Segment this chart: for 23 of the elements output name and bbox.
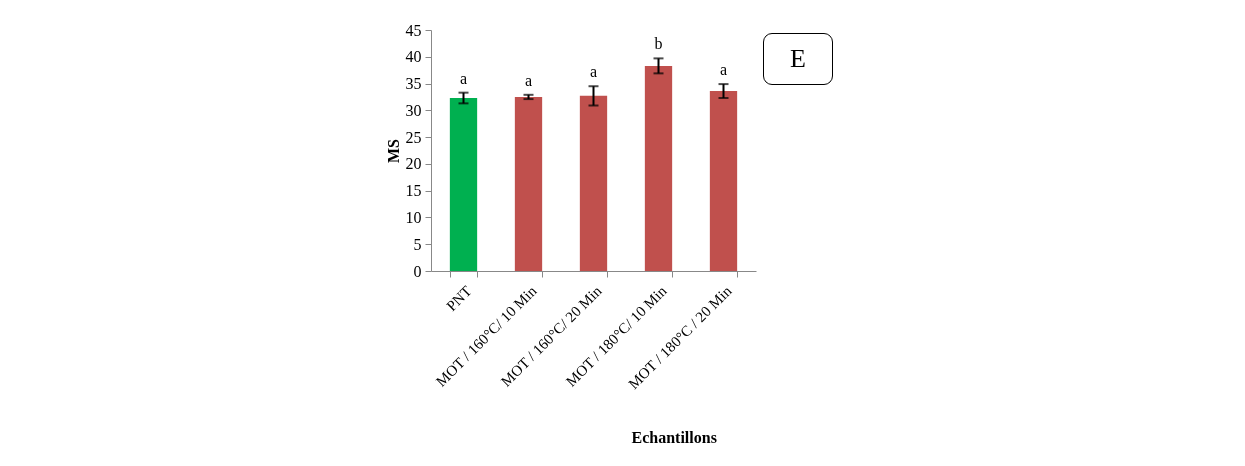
y-tick-label: 35 xyxy=(405,75,422,93)
bar xyxy=(709,91,738,271)
y-tick-label: 40 xyxy=(405,48,422,66)
annotation: a xyxy=(459,69,468,87)
y-tick-label: 30 xyxy=(405,101,422,119)
bar xyxy=(644,65,673,271)
y-axis-title: MS xyxy=(384,138,402,163)
annotation: a xyxy=(719,61,728,79)
annotation: b xyxy=(654,35,663,53)
y-tick-label: 10 xyxy=(405,208,422,226)
annotation: a xyxy=(589,63,598,81)
y-tick-label: 25 xyxy=(405,128,422,146)
y-tick-label: 20 xyxy=(405,155,422,173)
y-tick-label: 5 xyxy=(413,235,422,253)
y-tick-label: 45 xyxy=(405,21,422,39)
x-axis-title: Echantillons xyxy=(631,428,717,446)
bar xyxy=(579,95,608,271)
y-tick-label: 15 xyxy=(405,182,422,200)
text: E xyxy=(763,33,833,85)
annotation: a xyxy=(524,71,533,89)
bar xyxy=(449,98,478,271)
y-tick-label: 0 xyxy=(413,262,422,280)
bar xyxy=(514,96,543,271)
